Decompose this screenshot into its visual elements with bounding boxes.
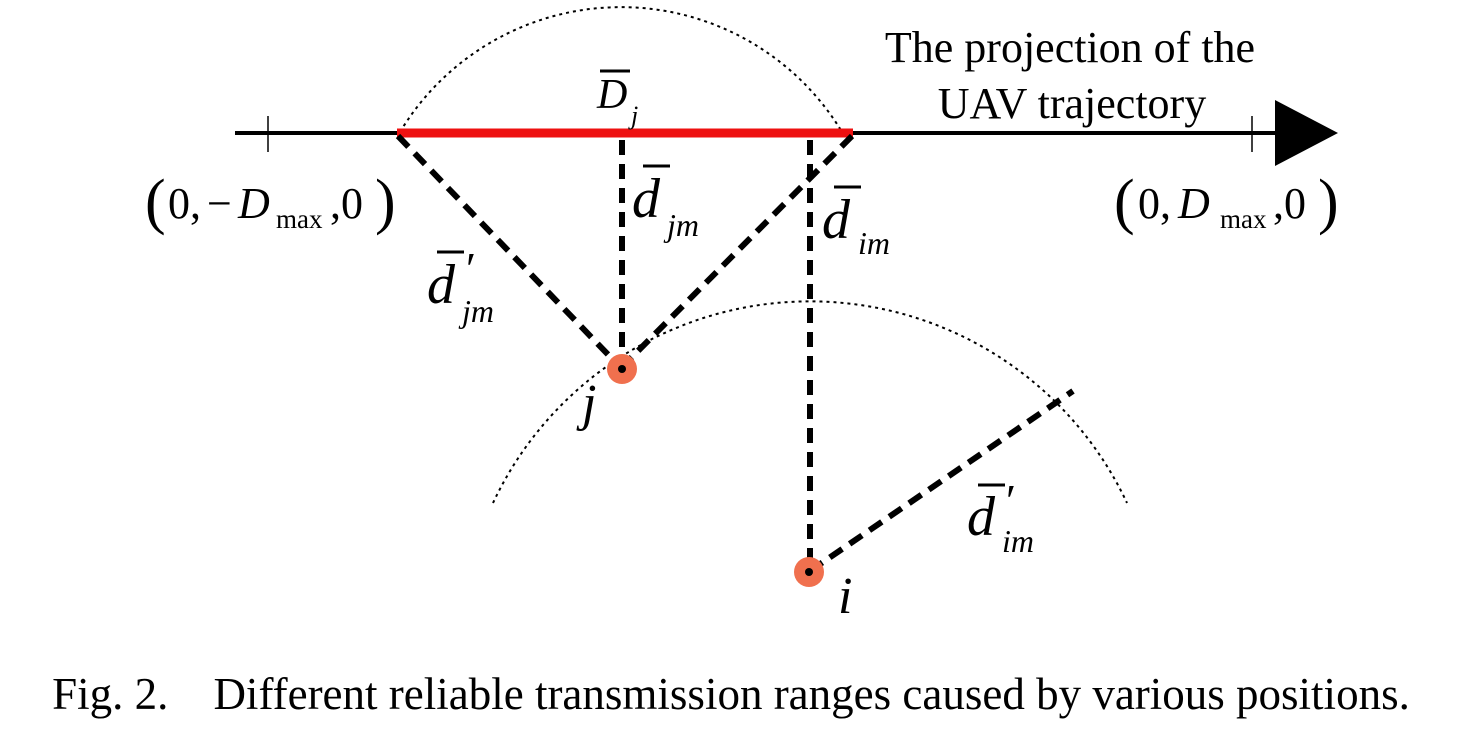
caption-fig-number: Fig. 2. [52, 669, 169, 719]
axis-title-line1: The projection of the [885, 23, 1255, 72]
label-d-jm: d jm [632, 164, 699, 243]
right-tail: ,0 [1273, 179, 1306, 228]
d-prime-jm-sub: jm [458, 293, 494, 329]
figure-caption: Fig. 2. Different reliable transmission … [0, 668, 1462, 720]
left-sub-max: max [276, 204, 323, 234]
left-D: D [237, 179, 270, 228]
left-open-paren: ( [145, 168, 166, 236]
left-close-paren: ) [375, 168, 396, 236]
left-zero: 0, [168, 179, 201, 228]
right-open-paren: ( [1114, 168, 1135, 236]
right-sub-max: max [1220, 204, 1267, 234]
right-close-paren: ) [1318, 168, 1339, 236]
axis-title-line2: UAV trajectory [938, 79, 1206, 128]
d-prime-jm-symbol: d [427, 254, 456, 316]
range-arc-j [399, 6, 843, 133]
node-i-center-dot [805, 568, 813, 576]
right-D: D [1177, 179, 1210, 228]
d-im-sub: im [858, 225, 890, 261]
node-label-i: i [838, 568, 852, 625]
node-label-j: j [576, 375, 596, 432]
d-prime-im-sub: im [1002, 523, 1034, 559]
node-j-center-dot [618, 365, 626, 373]
label-d-prime-jm: d ′ jm [427, 243, 494, 329]
d-jm-sub: jm [663, 207, 699, 243]
d-prime-im-prime: ′ [1006, 475, 1016, 526]
axis-arrowhead [1275, 100, 1338, 166]
d-prime-im-symbol: d [967, 486, 996, 548]
d-im-symbol: d [822, 189, 851, 251]
right-zero: 0, [1138, 179, 1171, 228]
caption-text: Different reliable transmission ranges c… [213, 669, 1410, 719]
d-prime-jm-prime: ′ [466, 243, 476, 294]
left-tail: ,0 [330, 179, 363, 228]
Dj-symbol: D [596, 72, 627, 118]
dashed-line-j-to-right-end [619, 133, 855, 370]
right-endpoint-label: ( 0, D max ,0 ) [1114, 168, 1339, 236]
dashed-line-d-prime-jm-left [395, 133, 623, 370]
range-arc-i [492, 300, 1128, 504]
d-jm-symbol: d [632, 168, 661, 230]
left-minus: − [207, 179, 232, 228]
label-d-prime-im: d ′ im [967, 475, 1034, 559]
dashed-line-d-prime-im [808, 388, 1075, 574]
left-endpoint-label: ( 0, − D max ,0 ) [145, 168, 396, 236]
label-d-im: d im [822, 185, 890, 261]
segment-label-Dj: D j [596, 69, 638, 130]
Dj-sub: j [628, 101, 638, 130]
